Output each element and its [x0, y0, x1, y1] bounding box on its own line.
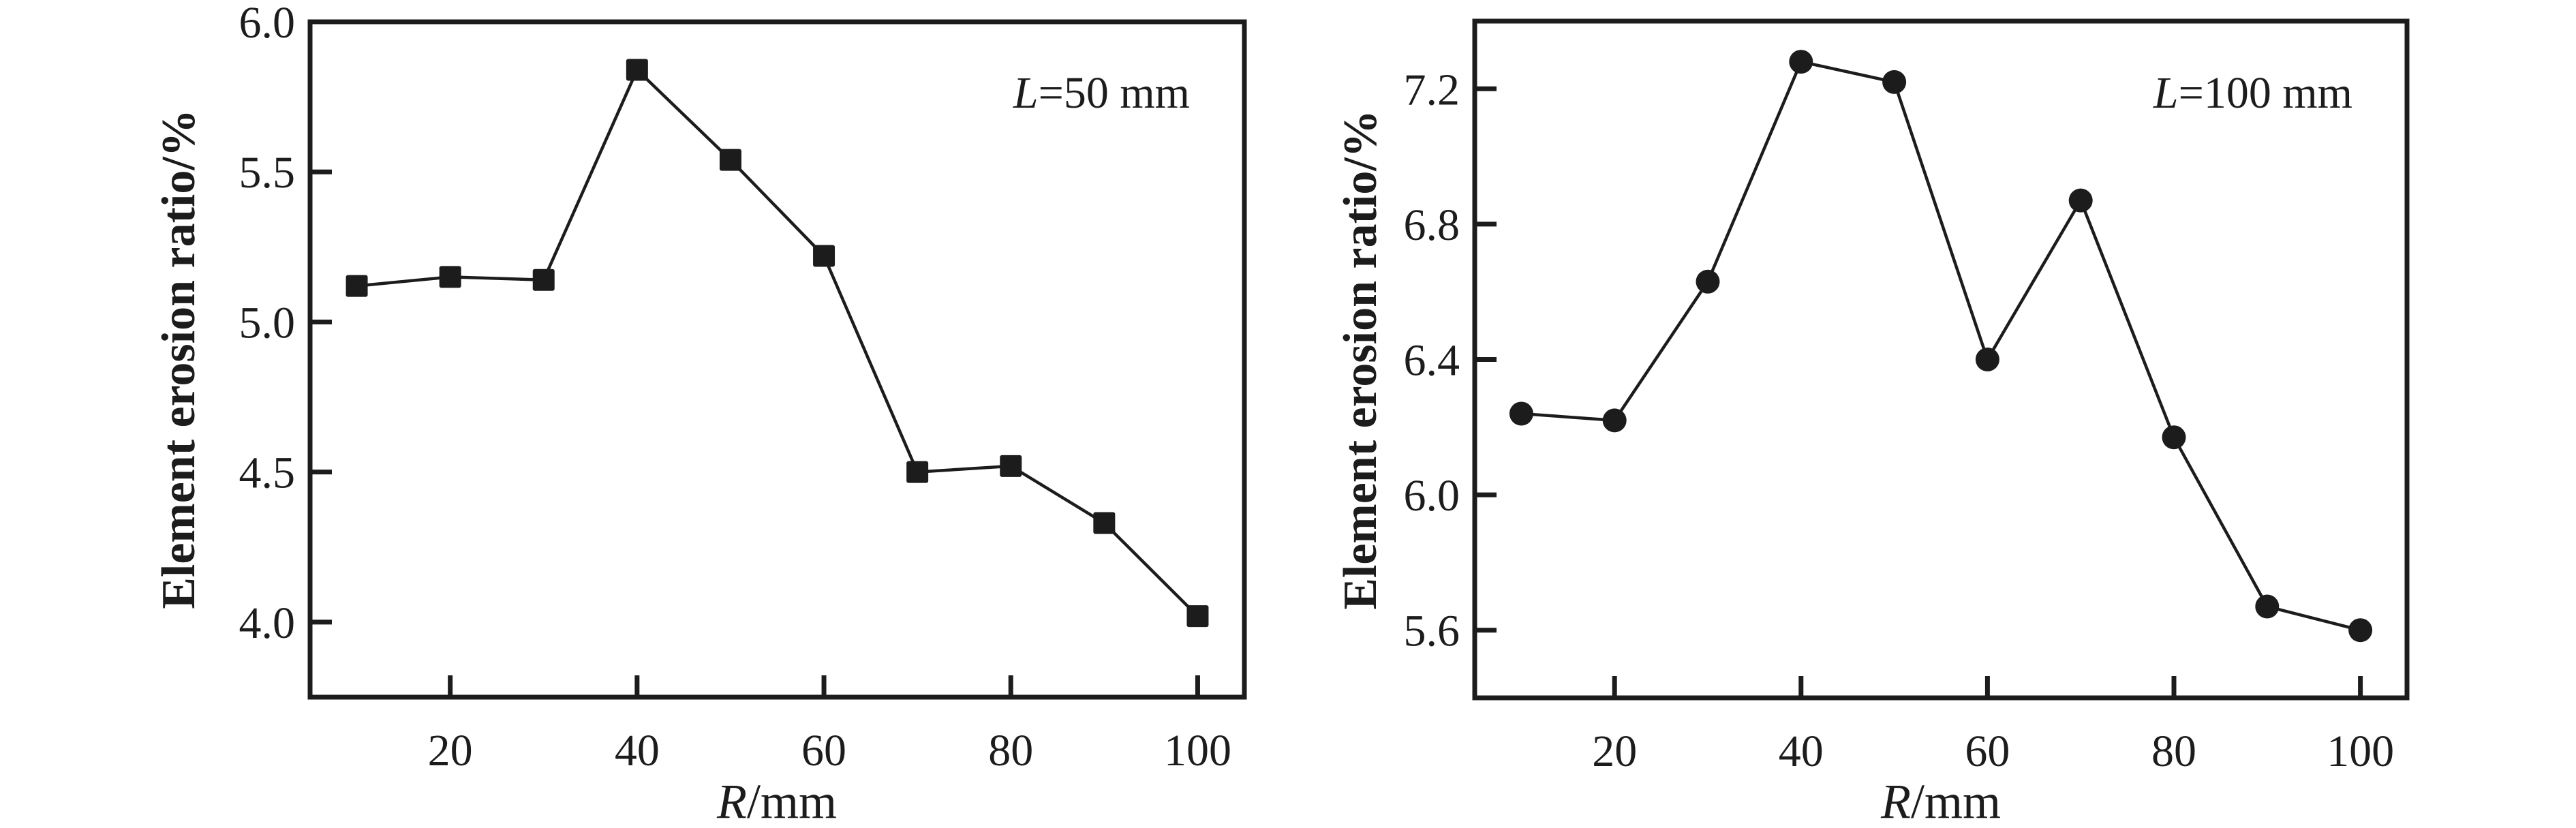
y-tick-label: 6.8 [1404, 200, 1460, 250]
data-point-circle [1975, 348, 1999, 371]
x-axis-label-unit: /mm [747, 774, 837, 825]
x-tick-label: 100 [2327, 726, 2394, 776]
annotation-value: =100 mm [2179, 68, 2352, 118]
x-tick-label: 40 [615, 726, 660, 776]
data-point-circle [1696, 269, 1720, 294]
y-tick-label: 4.0 [239, 598, 296, 648]
data-point-square [532, 269, 555, 291]
x-tick-label: 100 [1164, 726, 1231, 776]
x-tick-label: 60 [801, 726, 846, 776]
x-axis-label-unit: /mm [1911, 774, 2001, 825]
y-tick-label: 6.0 [1404, 471, 1460, 521]
annotation-symbol: L [1013, 68, 1039, 118]
x-axis-label: R/mm [716, 774, 837, 825]
chart-annotation: L=100 mm [2153, 68, 2352, 118]
data-point-circle [2255, 594, 2280, 619]
data-point-circle [2068, 188, 2093, 213]
data-line [1521, 59, 2361, 632]
y-tick-label: 6.4 [1404, 336, 1460, 386]
y-tick-label: 5.6 [1404, 607, 1460, 656]
data-point-square [813, 245, 835, 267]
y-tick-label: 7.2 [1404, 65, 1460, 114]
x-tick-label: 80 [988, 726, 1033, 776]
data-point-square [1000, 455, 1022, 477]
data-line [356, 67, 1199, 617]
data-point-circle [1602, 408, 1627, 433]
x-tick-label: 40 [1779, 726, 1824, 776]
data-point-circle [2162, 425, 2186, 450]
plot-frame [307, 19, 1247, 700]
x-tick-label: 20 [1592, 726, 1637, 776]
chart-panel-left: 4.0 4.5 5.0 5.5 6.0 20 40 60 80 100 Element erosi… [153, 0, 1247, 828]
data-point-square [1093, 512, 1116, 534]
plot-dynamic-layer: 4.0 4.5 5.0 5.5 6.0 20 40 60 80 100 [239, 0, 1231, 776]
x-axis-label-symbol: R [1880, 774, 1911, 825]
data-point-square [719, 149, 741, 171]
plot-dynamic-layer: 5.6 6.0 6.4 6.8 7.2 20 40 60 80 100 [1404, 50, 2394, 776]
y-axis-label: Element erosion ratio/% [153, 109, 205, 609]
data-point-square [906, 461, 929, 483]
y-axis-label: Element erosion ratio/% [1334, 110, 1387, 610]
x-axis-label: R/mm [1880, 774, 2001, 825]
chart-panel-right: 5.6 6.0 6.4 6.8 7.2 20 40 60 80 100 Element erosi… [1334, 18, 2410, 828]
data-point-square [439, 266, 461, 288]
data-point-circle [2348, 618, 2373, 643]
data-point-circle [1789, 50, 1813, 74]
chart-annotation: L=50 mm [1013, 68, 1190, 118]
data-point-square [1186, 605, 1209, 628]
data-point-square [346, 275, 368, 297]
annotation-value: =50 mm [1039, 68, 1190, 118]
data-point-square [626, 59, 648, 81]
x-tick-label: 20 [428, 726, 473, 776]
data-point-circle [1509, 401, 1533, 426]
x-tick-label: 60 [1965, 726, 2010, 776]
x-tick-label: 80 [2151, 726, 2196, 776]
data-point-circle [1882, 70, 1907, 94]
y-tick-label: 4.5 [239, 448, 296, 498]
y-tick-label: 5.0 [239, 298, 296, 348]
x-axis-label-symbol: R [716, 774, 747, 825]
y-tick-label: 5.5 [239, 148, 296, 198]
annotation-symbol: L [2153, 68, 2179, 118]
y-tick-label: 6.0 [239, 0, 296, 48]
